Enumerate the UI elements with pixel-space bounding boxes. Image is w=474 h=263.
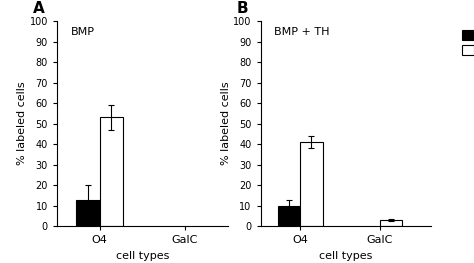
Bar xyxy=(100,118,123,226)
Bar xyxy=(301,142,323,226)
Text: B: B xyxy=(237,1,249,16)
Legend: Dorsal, Ventral: Dorsal, Ventral xyxy=(458,26,474,59)
Text: BMP: BMP xyxy=(71,27,94,37)
X-axis label: cell types: cell types xyxy=(116,251,169,261)
Bar xyxy=(380,220,402,226)
Bar xyxy=(278,206,301,226)
Text: A: A xyxy=(33,1,45,16)
X-axis label: cell types: cell types xyxy=(319,251,373,261)
Y-axis label: % labeled cells: % labeled cells xyxy=(17,82,27,165)
Text: BMP + TH: BMP + TH xyxy=(274,27,330,37)
Bar xyxy=(76,200,100,226)
Y-axis label: % labeled cells: % labeled cells xyxy=(220,82,230,165)
